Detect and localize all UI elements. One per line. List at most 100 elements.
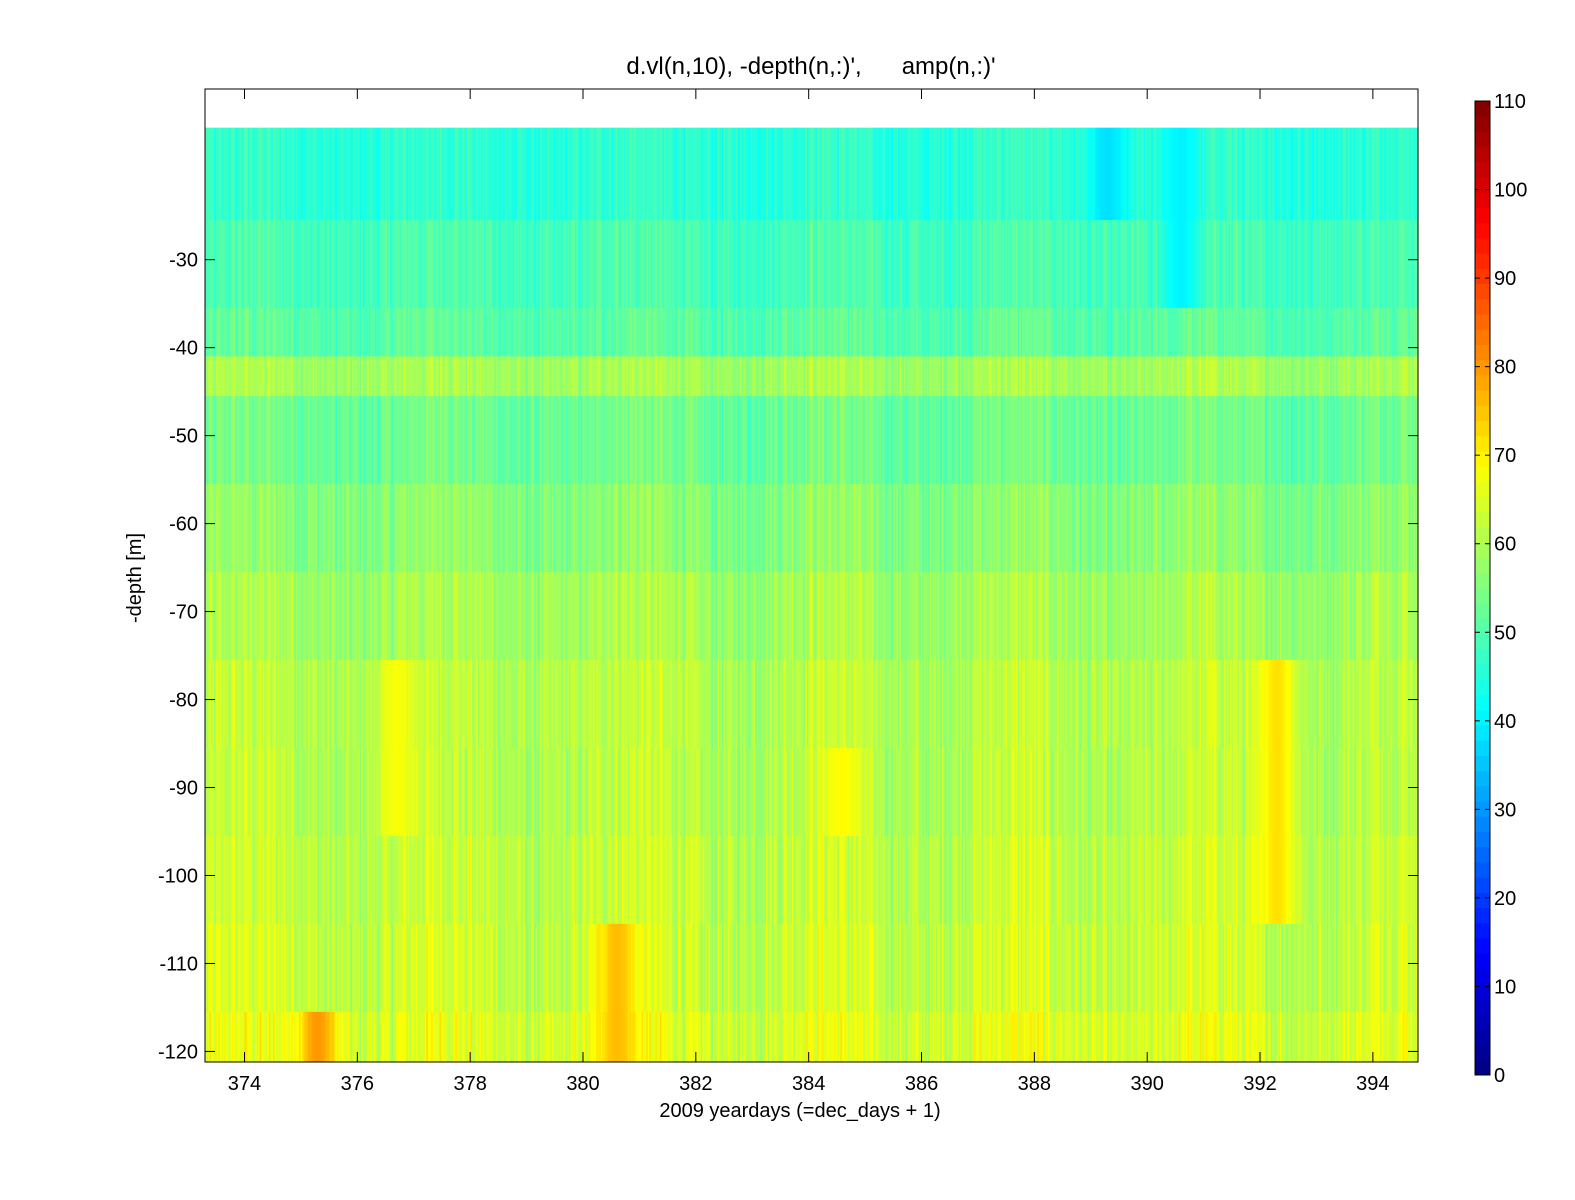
heatmap-cell [687,484,690,573]
heatmap-cell [741,1011,744,1063]
heatmap-cell [720,835,723,925]
heatmap-cell [440,396,443,485]
heatmap-cell [618,747,622,837]
heatmap-cell [762,484,766,573]
heatmap-cell [750,835,753,925]
heatmap-cell [427,747,431,837]
heatmap-cell [497,356,500,397]
heatmap-cell [232,396,235,485]
heatmap-cell [750,659,753,749]
heatmap-cell [546,747,549,837]
heatmap-cell [470,396,473,485]
heatmap-cell [418,356,421,397]
heatmap-cell [430,484,434,573]
heatmap-cell [820,308,823,357]
heatmap-cell [665,923,669,1013]
heatmap-cell [826,835,829,925]
heatmap-cell [731,308,734,357]
heatmap-cell [621,923,625,1013]
heatmap-cell [397,747,400,837]
heatmap-cell [215,308,218,357]
heatmap-cell [405,308,408,357]
heatmap-cell [470,835,473,925]
heatmap-cell [397,571,400,661]
heatmap-cell [530,356,534,397]
heatmap-cell [529,484,532,573]
heatmap-cell [726,923,729,1013]
heatmap-cell [773,308,776,357]
heatmap-cell [594,1011,597,1063]
heatmap-cell [537,923,540,1013]
heatmap-cell [778,1011,781,1063]
heatmap-cell [829,308,832,357]
heatmap-cell [308,923,311,1013]
heatmap-cell [694,127,697,221]
heatmap-cell [423,747,426,837]
heatmap-cell [709,396,713,485]
heatmap-cell [785,571,788,661]
heatmap-cell [499,659,502,749]
heatmap-cell [741,127,744,221]
heatmap-cell [465,659,468,749]
heatmap-cell [655,571,658,661]
heatmap-cell [831,484,834,573]
heatmap-cell [741,356,744,397]
heatmap-cell [552,835,555,925]
heatmap-cell [423,571,426,661]
heatmap-cell [505,220,508,309]
heatmap-cell [297,659,300,749]
heatmap-cell [299,356,302,397]
heatmap-cell [667,396,670,485]
heatmap-cell [543,659,546,749]
heatmap-cell [570,356,573,397]
heatmap-cell [684,484,687,573]
heatmap-cell [799,356,802,397]
heatmap-cell [444,659,447,749]
heatmap-cell [550,571,553,661]
heatmap-cell [524,356,528,397]
heatmap-cell [796,220,799,309]
heatmap-cell [389,923,393,1013]
heatmap-cell [211,659,214,749]
heatmap-cell [205,571,208,661]
heatmap-cell [400,747,403,837]
heatmap-cell [214,308,217,357]
heatmap-cell [637,923,640,1013]
heatmap-cell [535,127,538,221]
heatmap-cell [421,1011,424,1063]
heatmap-cell [332,127,335,221]
heatmap-cell [568,659,572,749]
heatmap-cell [262,308,265,357]
heatmap-cell [662,396,666,485]
heatmap-cell [485,396,488,485]
heatmap-cell [769,308,772,357]
heatmap-cell [767,356,770,397]
heatmap-cell [719,356,722,397]
heatmap-cell [653,747,656,837]
heatmap-cell [797,659,800,749]
heatmap-cell [396,308,399,357]
heatmap-cell [426,1011,429,1063]
heatmap-cell [664,484,667,573]
heatmap-cell [719,571,722,661]
heatmap-cell [329,923,332,1013]
heatmap-cell [693,220,696,309]
heatmap-cell [562,127,565,221]
heatmap-cell [784,571,787,661]
heatmap-cell [764,356,767,397]
heatmap-cell [443,356,446,397]
heatmap-cell [527,923,531,1013]
heatmap-cell [581,923,584,1013]
heatmap-cell [279,923,282,1013]
heatmap-cell [628,356,631,397]
heatmap-cell [741,747,744,837]
heatmap-cell [753,923,756,1013]
heatmap-cell [700,571,703,661]
heatmap-cell [367,308,370,357]
heatmap-cell [791,923,794,1013]
heatmap-cell [232,484,235,573]
heatmap-cell [605,127,608,221]
heatmap-cell [753,356,756,397]
heatmap-cell [665,747,669,837]
heatmap-cell [485,923,488,1013]
